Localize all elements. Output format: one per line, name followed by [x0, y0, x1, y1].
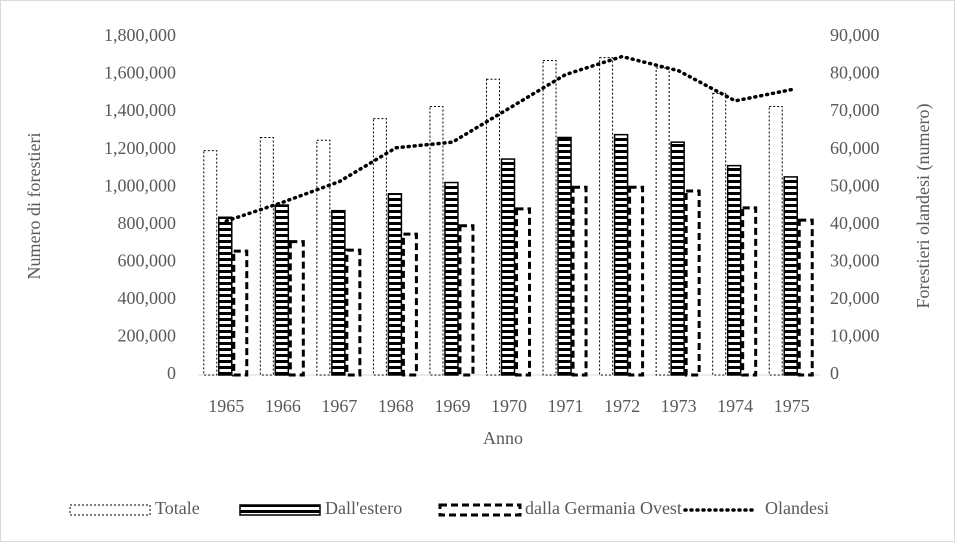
y-tick-label: 1,000,000	[104, 175, 176, 195]
bar	[345, 248, 362, 377]
bar	[500, 158, 516, 376]
bar	[768, 105, 783, 376]
y2-tick-label: 90,000	[830, 25, 880, 45]
legend-label: Dall'estero	[325, 498, 402, 518]
x-tick-label: 1975	[774, 396, 810, 416]
y2-tick-label: 0	[830, 363, 839, 383]
bar	[613, 133, 629, 376]
bar	[542, 59, 557, 376]
legend-swatch	[239, 504, 321, 516]
x-tick-label: 1974	[717, 396, 753, 416]
legend-label: Olandesi	[765, 498, 829, 518]
x-tick-label: 1971	[548, 396, 584, 416]
bar	[372, 118, 387, 376]
x-tick-label: 1967	[321, 396, 357, 416]
bar	[387, 193, 403, 376]
y-axis-title: Numero di forestieri	[24, 133, 44, 280]
y2-tick-label: 60,000	[830, 138, 880, 158]
y2-tick-label: 50,000	[830, 175, 880, 195]
x-tick-label: 1972	[604, 396, 640, 416]
y-tick-label: 0	[167, 363, 176, 383]
legend-label: dalla Germania Ovest	[525, 498, 682, 518]
bar	[218, 216, 233, 376]
bar	[797, 218, 814, 377]
bar	[401, 232, 418, 377]
y-tick-label: 1,400,000	[104, 100, 176, 120]
x-tick-label: 1973	[661, 396, 697, 416]
bar	[486, 78, 500, 376]
y-tick-label: 400,000	[118, 288, 177, 308]
bar	[726, 164, 742, 376]
y-tick-label: 200,000	[118, 326, 177, 346]
bar	[515, 207, 531, 377]
x-tick-label: 1968	[378, 396, 414, 416]
y2-axis-title: Forestieri olandesi (numero)	[913, 104, 934, 309]
bar	[712, 92, 727, 376]
bar	[232, 249, 249, 377]
bar	[203, 150, 218, 376]
legend-label: Totale	[155, 498, 200, 518]
y-tick-label: 600,000	[118, 250, 177, 270]
bar	[429, 105, 444, 376]
y2-tick-label: 20,000	[830, 288, 880, 308]
y2-tick-label: 40,000	[830, 213, 880, 233]
bar	[655, 67, 670, 376]
y2-tick-label: 70,000	[830, 100, 880, 120]
bar	[288, 240, 305, 377]
bar	[458, 224, 475, 377]
y-tick-label: 800,000	[118, 213, 177, 233]
bar	[783, 176, 798, 376]
bar	[557, 136, 572, 376]
bar	[628, 185, 645, 377]
bar	[259, 136, 274, 376]
bar	[274, 204, 290, 376]
bar	[599, 57, 614, 376]
bar	[571, 185, 588, 377]
y2-tick-label: 80,000	[830, 63, 880, 83]
bar	[444, 181, 459, 376]
x-tick-label: 1965	[208, 396, 244, 416]
y2-tick-label: 30,000	[830, 250, 880, 270]
x-axis-title: Anno	[483, 428, 523, 448]
y-tick-label: 1,800,000	[104, 25, 176, 45]
bar	[331, 209, 346, 376]
x-tick-label: 1966	[265, 396, 301, 416]
bar	[684, 189, 701, 377]
legend-swatch	[69, 504, 151, 516]
y2-tick-label: 10,000	[830, 326, 880, 346]
x-tick-label: 1970	[491, 396, 527, 416]
bar	[316, 139, 331, 376]
bar	[741, 206, 758, 377]
legend-swatch	[438, 503, 522, 517]
line	[224, 54, 794, 223]
x-tick-label: 1969	[434, 396, 470, 416]
y-tick-label: 1,200,000	[104, 138, 176, 158]
y-tick-label: 1,600,000	[104, 63, 176, 83]
bar	[670, 141, 685, 376]
